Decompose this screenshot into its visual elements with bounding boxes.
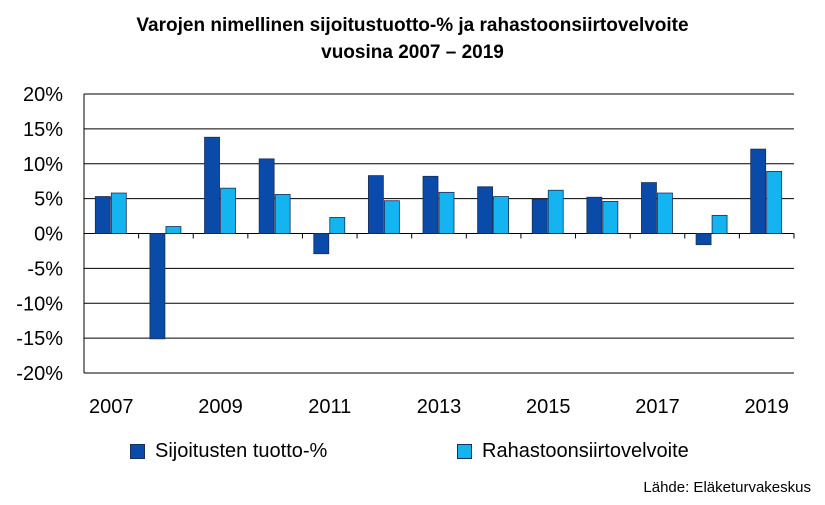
y-tick-label: 15%: [23, 119, 63, 141]
bar-obligation: [493, 196, 510, 234]
x-tick-label: 2019: [744, 396, 789, 418]
bar-returns: [94, 196, 111, 234]
y-tick-label: 10%: [23, 154, 63, 176]
bar-returns: [367, 175, 384, 234]
bar-obligation: [274, 194, 291, 234]
y-tick-label: -20%: [16, 363, 63, 385]
bar-returns: [204, 136, 220, 234]
bar-obligation: [711, 214, 728, 234]
chart-title-line-2: vuosina 2007 – 2019: [321, 42, 504, 63]
chart-title-line-1: Varojen nimellinen sijoitustuotto-% ja r…: [136, 15, 689, 36]
bar-obligation: [657, 192, 673, 234]
bar-returns: [750, 148, 767, 234]
legend-label-returns: Sijoitusten tuotto-%: [155, 440, 328, 462]
legend-swatch-returns: [130, 444, 145, 459]
x-tick-label: 2011: [308, 396, 351, 418]
source-note: Lähde: Eläketurvakeskus: [643, 479, 811, 496]
y-tick-label: -15%: [16, 328, 63, 350]
bar-returns: [641, 182, 657, 234]
bar-obligation: [329, 217, 346, 234]
bar-returns: [313, 233, 330, 255]
bar-obligation: [383, 200, 400, 234]
bar-obligation: [165, 226, 182, 234]
bar-returns: [149, 233, 166, 340]
legend-label-obligation: Rahastoonsiirtovelvoite: [482, 440, 689, 462]
bar-obligation: [438, 191, 455, 234]
legend-swatch-obligation: [457, 444, 472, 459]
x-tick-label: 2017: [635, 396, 680, 418]
bar-returns: [258, 158, 275, 234]
bar-returns: [531, 198, 548, 234]
x-tick-label: 2013: [417, 396, 462, 418]
bar-returns: [695, 233, 712, 246]
legend-item-returns: Sijoitusten tuotto-%: [130, 440, 327, 463]
x-tick-label: 2015: [526, 396, 571, 418]
y-tick-label: 20%: [23, 84, 63, 106]
legend-item-obligation: Rahastoonsiirtovelvoite: [457, 440, 689, 463]
bar-obligation: [602, 201, 619, 234]
x-tick-label: 2009: [198, 396, 243, 418]
bar-obligation: [110, 192, 127, 234]
bar-obligation: [547, 189, 564, 234]
bar-returns: [422, 175, 439, 234]
bar-returns: [586, 196, 603, 234]
chart-title: Varojen nimellinen sijoitustuotto-% ja r…: [0, 12, 825, 66]
y-tick-label: 5%: [34, 189, 63, 211]
y-tick-label: 0%: [34, 224, 63, 246]
y-tick-label: -5%: [27, 258, 63, 280]
bar-obligation: [766, 171, 783, 234]
x-tick-label: 2007: [89, 396, 134, 418]
y-tick-label: -10%: [16, 293, 63, 315]
bar-obligation: [220, 187, 236, 234]
bar-returns: [477, 186, 494, 234]
